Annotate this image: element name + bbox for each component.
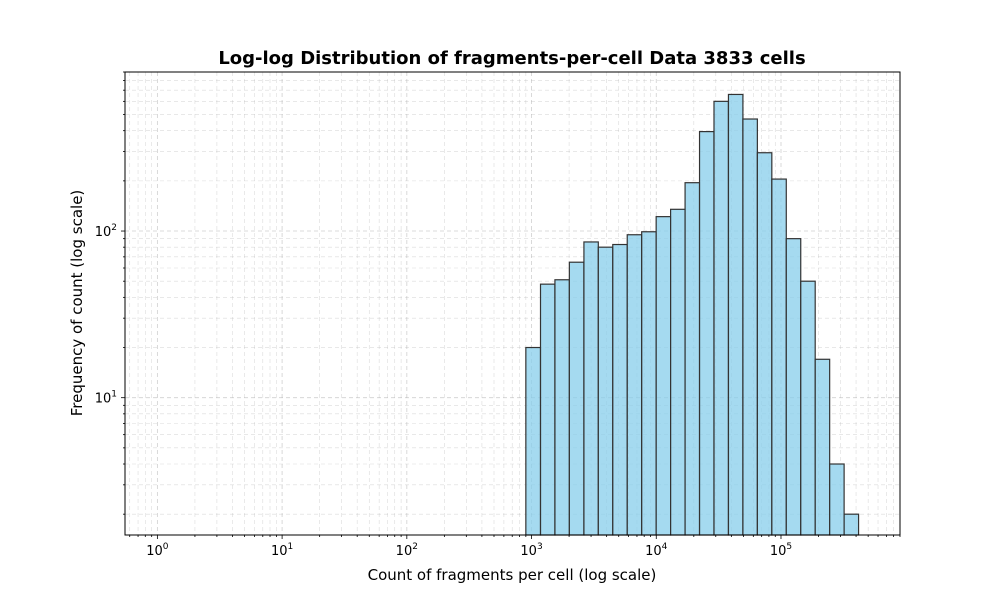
tick-label-base: 10 [95,392,112,407]
histogram-bar [713,100,730,536]
x-tick-label: 105 [770,542,792,559]
x-tick-label: 100 [146,542,169,559]
tick-label-base: 10 [520,544,537,559]
x-axis-label: Count of fragments per cell (log scale) [368,566,657,584]
histogram-bar [655,216,672,536]
tick-label-exponent: 2 [412,542,418,552]
y-tick-label: 102 [95,223,117,240]
tick-label-exponent: 0 [163,542,169,552]
tick-label-base: 10 [396,544,413,559]
histogram-bar [756,152,773,536]
x-tick-label: 101 [271,542,293,559]
y-tick-label: 101 [95,390,117,407]
histogram-bar [843,513,860,536]
tick-label-base: 10 [271,544,288,559]
tick-label-exponent: 3 [537,542,543,552]
chart-title: Log-log Distribution of fragments-per-ce… [218,48,805,69]
histogram-bar [525,346,542,536]
histogram-bar [800,280,816,536]
tick-label-base: 10 [645,544,662,559]
tick-label-base: 10 [95,225,112,240]
tick-label-base: 10 [146,544,163,559]
histogram-bar [641,231,657,536]
bars [525,93,860,536]
histogram-bar [814,358,831,536]
tick-label-exponent: 1 [288,542,294,552]
histogram-bar [670,208,686,536]
x-tick-label: 102 [396,542,418,559]
tick-label-base: 10 [770,544,787,559]
histogram-bar [829,463,845,536]
histogram-bar [597,246,614,536]
histogram-bar [771,178,787,536]
histogram-bar [698,131,715,536]
histogram-bar [539,283,556,536]
histogram-bar [568,261,585,536]
tick-label-exponent: 2 [111,223,117,233]
histogram-bar [684,182,701,536]
histogram-bar [727,93,744,536]
x-tick-label: 103 [520,542,542,559]
histogram-bar [554,279,570,536]
histogram-bar [742,118,758,536]
plot-frame [124,71,901,536]
tick-label-exponent: 4 [662,542,668,552]
histogram-bar [583,241,599,536]
histogram-bar [785,238,802,536]
y-axis-label: Frequency of count (log scale) [68,190,86,417]
tick-label-exponent: 5 [786,542,792,552]
histogram-bar [612,243,628,536]
tick-label-exponent: 1 [111,390,117,400]
x-tick-label: 104 [645,542,668,559]
histogram-bar [626,234,643,536]
